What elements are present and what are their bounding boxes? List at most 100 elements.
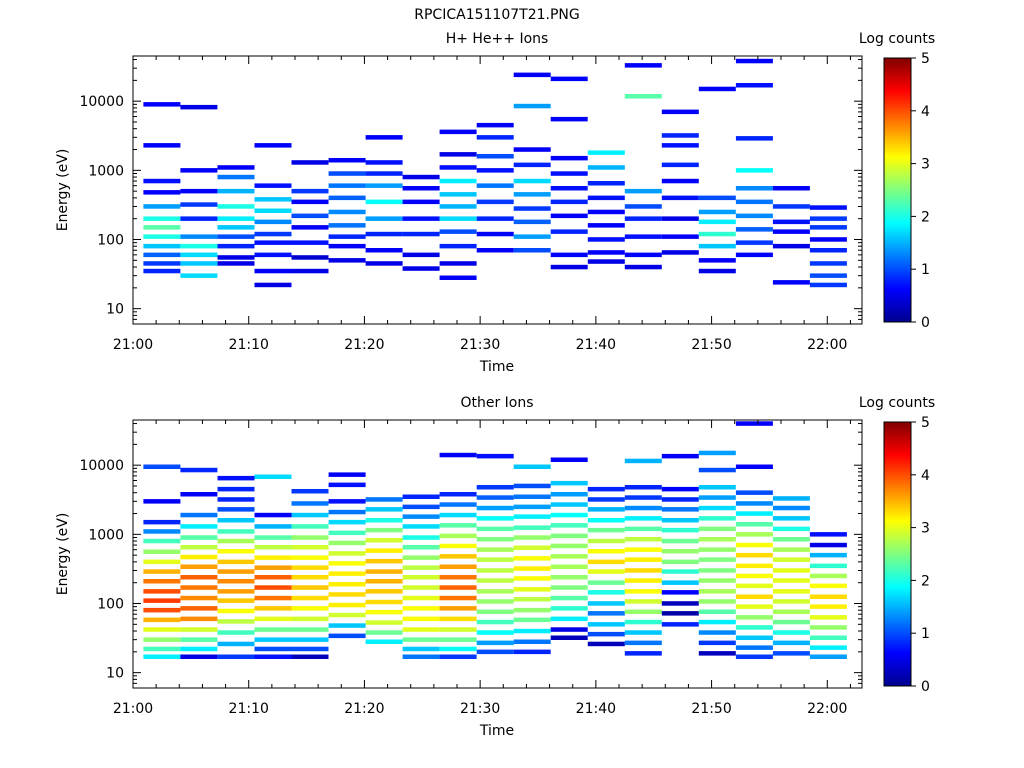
heatmap-cell <box>217 518 255 523</box>
heatmap-cell <box>217 255 255 260</box>
x-tick-label: 21:20 <box>344 337 384 353</box>
heatmap-cell <box>513 162 551 168</box>
heatmap-cell <box>624 516 662 521</box>
heatmap-cell <box>735 490 773 495</box>
heatmap-cell <box>365 507 403 512</box>
heatmap-cell <box>661 538 699 544</box>
heatmap-cell <box>217 579 255 584</box>
heatmap-cell <box>550 76 588 82</box>
heatmap-cell <box>661 569 699 574</box>
heatmap-cell <box>254 252 292 258</box>
heatmap-cell <box>217 204 255 209</box>
heatmap-cell <box>772 516 810 521</box>
heatmap-cell <box>402 595 440 601</box>
heatmap-cell <box>143 234 181 239</box>
heatmap-cell <box>809 225 847 230</box>
heatmap-cell <box>476 154 514 159</box>
heatmap-cell <box>513 607 551 613</box>
heatmap-cell <box>698 219 736 225</box>
heatmap-cell <box>254 555 292 560</box>
x-tick-label: 21:50 <box>691 701 731 717</box>
heatmap-cell <box>513 103 551 109</box>
heatmap-cell <box>328 223 366 228</box>
heatmap-cell <box>735 532 773 537</box>
y-tick-label: 10000 <box>79 458 124 474</box>
heatmap-cell <box>254 268 292 274</box>
heatmap-cell <box>661 559 699 565</box>
heatmap-cell <box>550 606 588 611</box>
heatmap-cell <box>513 206 551 211</box>
colorbar: Log counts 0 1 2 3 4 5 <box>859 395 935 695</box>
heatmap-cell <box>513 639 551 644</box>
heatmap-cell <box>698 568 736 573</box>
heatmap-cell <box>402 637 440 642</box>
heatmap-cell <box>180 467 218 473</box>
heatmap-cell <box>550 523 588 528</box>
heatmap-cell <box>439 627 477 632</box>
heatmap-cell <box>661 622 699 627</box>
heatmap-cell <box>402 216 440 221</box>
heatmap-cell <box>661 162 699 168</box>
heatmap-cell <box>217 165 255 170</box>
heatmap-cell <box>587 527 625 533</box>
heatmap-cell <box>328 540 366 546</box>
heatmap-cell <box>698 209 736 215</box>
heatmap-cell <box>143 225 181 230</box>
heatmap-cell <box>143 190 181 195</box>
heatmap-cell <box>772 547 810 552</box>
heatmap-cell <box>217 234 255 239</box>
heatmap-cell <box>698 651 736 656</box>
heatmap-cell <box>402 616 440 622</box>
heatmap-cell <box>772 204 810 209</box>
heatmap-cell <box>328 551 366 556</box>
colorbar-tick-label: 2 <box>921 209 930 225</box>
heatmap-cell <box>587 223 625 228</box>
heatmap-cell <box>735 625 773 630</box>
heatmap-cell <box>365 527 403 533</box>
x-axis-label: Time <box>479 723 514 739</box>
heatmap-cell <box>180 564 218 569</box>
heatmap-cell <box>550 635 588 640</box>
heatmap-cell <box>254 585 292 590</box>
heatmap-cell <box>439 229 477 234</box>
y-tick-label: 1000 <box>88 527 124 543</box>
heatmap-cell <box>365 589 403 594</box>
colorbar-tick-label: 3 <box>921 157 930 173</box>
heatmap-cell <box>772 280 810 285</box>
heatmap-cell <box>735 199 773 205</box>
heatmap-cell <box>809 594 847 599</box>
heatmap-cell <box>624 204 662 209</box>
heatmap-cell <box>328 509 366 515</box>
heatmap-cell <box>513 72 551 78</box>
heatmap-cell <box>328 592 366 597</box>
heatmap-cell <box>143 617 181 623</box>
heatmap-cell <box>772 630 810 635</box>
heatmap-cell <box>513 494 551 499</box>
heatmap-cell <box>698 450 736 456</box>
heatmap-cell <box>624 252 662 258</box>
heatmap-cell <box>328 183 366 188</box>
heatmap-cell <box>476 609 514 614</box>
heatmap-cell <box>809 542 847 548</box>
heatmap-cell <box>439 543 477 549</box>
heatmap-cell <box>180 202 218 207</box>
heatmap-cell <box>180 273 218 278</box>
heatmap-cell <box>476 649 514 655</box>
heatmap-cell <box>217 497 255 502</box>
heatmap-cell <box>476 537 514 542</box>
heatmap-cell <box>587 150 625 155</box>
heatmap-cell <box>587 165 625 170</box>
heatmap-cell <box>476 199 514 205</box>
colorbar-gradient <box>883 421 912 687</box>
heatmap-cell <box>772 619 810 625</box>
heatmap-cell <box>550 533 588 539</box>
heatmap-cell <box>365 609 403 615</box>
colorbar-tick-label: 3 <box>921 521 930 537</box>
heatmap-cell <box>402 585 440 590</box>
heatmap-cell <box>402 186 440 191</box>
heatmap-cell <box>550 116 588 122</box>
heatmap-cell <box>587 259 625 264</box>
heatmap-cell <box>772 578 810 583</box>
heatmap-cell <box>180 261 218 266</box>
